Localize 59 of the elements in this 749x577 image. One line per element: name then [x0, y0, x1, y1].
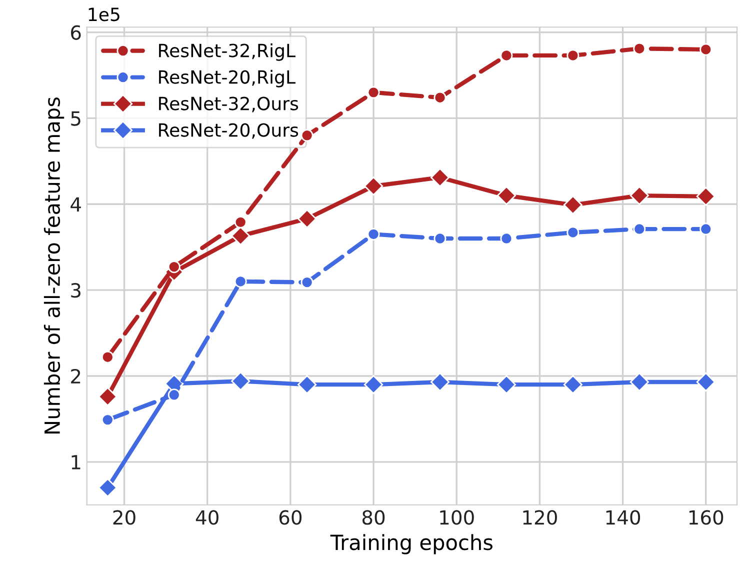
point	[101, 414, 114, 426]
point	[434, 91, 446, 104]
x-tick-label: 40	[196, 510, 218, 525]
x-axis-title: Training epochs	[330, 534, 492, 554]
point	[364, 176, 384, 196]
point	[231, 226, 250, 246]
legend-label: ResNet-32,RigL	[159, 43, 296, 61]
point	[566, 226, 580, 239]
point	[434, 232, 446, 245]
point	[231, 372, 250, 391]
point	[367, 228, 380, 240]
legend-label: ResNet-32,Ours	[159, 96, 298, 112]
point	[500, 232, 513, 245]
point	[101, 350, 114, 364]
point	[298, 209, 317, 228]
point	[300, 129, 314, 142]
x-tick-label: 120	[523, 510, 557, 525]
point	[696, 186, 716, 206]
point	[367, 86, 380, 99]
y-axis-title: Number of all-zero feature maps	[44, 97, 64, 434]
legend-label: ResNet-20,RigL	[159, 70, 296, 88]
x-tick-label: 100	[440, 510, 474, 525]
point	[633, 222, 646, 236]
point	[234, 216, 247, 228]
y-tick-label: 3	[71, 283, 80, 298]
point	[234, 275, 247, 288]
point	[300, 276, 314, 289]
x-tick-label: 20	[113, 510, 136, 525]
point	[98, 387, 118, 406]
point	[430, 168, 450, 188]
x-tick-label: 140	[606, 510, 640, 525]
point	[168, 388, 180, 402]
point	[563, 375, 582, 394]
point	[630, 186, 649, 206]
x-tick-label: 60	[279, 510, 302, 525]
y-tick-label: 4	[70, 197, 81, 212]
y-tick-label: 2	[71, 368, 80, 384]
point	[298, 375, 317, 394]
point	[496, 375, 516, 394]
x-tick-label: 80	[362, 510, 385, 525]
point	[700, 222, 712, 236]
point	[700, 43, 712, 56]
point	[98, 478, 118, 498]
y-tick-label: 5	[71, 111, 80, 126]
point	[364, 375, 384, 394]
y-tick-label: 6	[71, 25, 81, 40]
point	[696, 372, 716, 392]
text: 1e5	[88, 8, 120, 22]
point	[630, 372, 649, 392]
point	[496, 186, 516, 206]
point	[500, 49, 513, 62]
point	[430, 372, 450, 392]
x-tick-label: 160	[689, 510, 724, 525]
point	[168, 260, 180, 274]
legend-label: ResNet-20,Ours	[159, 123, 298, 139]
point	[633, 42, 646, 55]
point	[566, 49, 580, 62]
point	[563, 195, 582, 215]
y-tick-label: 1	[72, 455, 80, 470]
